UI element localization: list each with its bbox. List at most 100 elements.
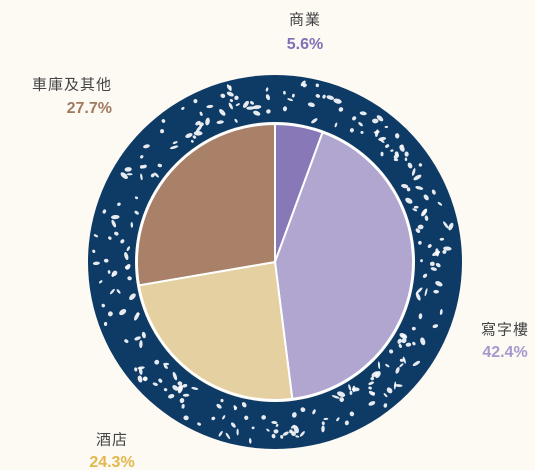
pattern-petal xyxy=(137,375,143,383)
pattern-petal xyxy=(385,144,390,148)
pattern-petal xyxy=(307,102,315,107)
pattern-petal xyxy=(372,118,379,124)
pattern-petal xyxy=(163,364,168,369)
pattern-petal xyxy=(111,219,117,228)
pattern-petal xyxy=(338,107,344,112)
pattern-petal xyxy=(275,423,279,427)
pattern-petal xyxy=(417,224,424,230)
pattern-petal xyxy=(182,383,188,388)
pattern-petal xyxy=(229,99,234,103)
pattern-petal xyxy=(265,87,269,92)
pattern-petal xyxy=(108,236,112,240)
pattern-petal xyxy=(154,172,159,178)
pattern-petal xyxy=(220,398,224,403)
pattern-petal xyxy=(103,321,108,326)
pattern-petal xyxy=(415,186,424,190)
pattern-petal xyxy=(161,119,166,123)
pattern-petal xyxy=(401,184,409,189)
pattern-petal xyxy=(424,215,429,221)
pattern-petal xyxy=(229,85,232,92)
pattern-petal xyxy=(339,397,345,402)
slice-percent: 24.3% xyxy=(89,454,134,470)
pattern-petal xyxy=(230,422,236,428)
pattern-petal xyxy=(435,262,441,268)
pattern-petal xyxy=(435,281,443,287)
pattern-petal xyxy=(321,421,325,426)
pattern-petal xyxy=(172,371,178,381)
pattern-petal xyxy=(139,165,144,169)
pattern-petal xyxy=(282,431,289,436)
pattern-petal xyxy=(152,382,158,386)
pattern-petal xyxy=(315,93,321,98)
pie-slice xyxy=(273,131,414,401)
slice-name: 酒店 xyxy=(96,431,128,449)
pattern-petal xyxy=(99,280,103,284)
pattern-petal xyxy=(299,431,305,437)
ring-pattern xyxy=(92,80,454,444)
pattern-petal xyxy=(399,333,408,339)
pattern-petal xyxy=(418,313,423,320)
pattern-petal xyxy=(348,384,352,391)
pattern-petal xyxy=(321,425,325,433)
pattern-petal xyxy=(443,246,452,251)
pattern-petal xyxy=(386,387,393,394)
pattern-petal xyxy=(134,210,139,215)
pattern-petal xyxy=(103,258,109,263)
pattern-petal xyxy=(129,293,136,301)
pattern-petal xyxy=(163,362,170,366)
pattern-petal xyxy=(432,324,439,329)
pattern-petal xyxy=(177,384,183,394)
pattern-petal xyxy=(295,435,300,438)
pattern-petal xyxy=(216,120,224,124)
pattern-petal xyxy=(377,361,381,370)
pattern-petal xyxy=(192,135,197,139)
pattern-petal xyxy=(124,252,129,261)
pattern-petal xyxy=(349,411,355,417)
pattern-petal xyxy=(140,155,144,159)
pattern-petal xyxy=(433,289,440,294)
pattern-petal xyxy=(352,116,357,121)
pattern-petal xyxy=(420,337,426,346)
pattern-petal xyxy=(401,338,407,344)
pattern-petal xyxy=(110,214,120,220)
pattern-petal xyxy=(140,173,143,181)
pattern-petal xyxy=(116,289,121,294)
pattern-petal xyxy=(331,395,340,399)
pattern-petal xyxy=(241,402,247,408)
pattern-petal xyxy=(92,249,96,253)
pattern-petal xyxy=(368,386,372,390)
pattern-petal xyxy=(109,288,115,295)
pattern-petal xyxy=(394,384,403,387)
pattern-petal xyxy=(193,99,198,104)
pattern-petal xyxy=(416,287,423,294)
pattern-petal xyxy=(124,339,129,343)
pattern-petal xyxy=(216,403,222,409)
pie-slice xyxy=(137,260,294,401)
pattern-petal xyxy=(375,371,381,379)
pattern-petal xyxy=(442,249,447,254)
pattern-petal xyxy=(358,122,363,127)
pattern-petal xyxy=(191,387,199,390)
pattern-petal xyxy=(136,312,140,316)
pattern-petal xyxy=(101,303,106,308)
pattern-petal xyxy=(199,111,203,116)
pattern-petal xyxy=(380,151,384,157)
pattern-petal xyxy=(134,367,138,372)
pattern-petal xyxy=(102,209,107,214)
pattern-petal xyxy=(266,428,270,432)
pattern-petal xyxy=(405,197,413,204)
pattern-petal xyxy=(271,420,278,424)
pattern-petal xyxy=(323,417,329,421)
pattern-petal xyxy=(182,393,190,397)
pattern-petal xyxy=(150,173,155,178)
pattern-petal xyxy=(370,392,376,395)
pattern-petal xyxy=(423,194,429,201)
pattern-petal xyxy=(291,93,295,98)
pattern-petal xyxy=(126,173,133,176)
slice-name: 車庫及其他 xyxy=(32,76,112,94)
pattern-petal xyxy=(420,259,423,263)
pattern-petal xyxy=(158,378,163,383)
pattern-petal xyxy=(130,222,134,228)
pattern-petal xyxy=(271,433,276,439)
